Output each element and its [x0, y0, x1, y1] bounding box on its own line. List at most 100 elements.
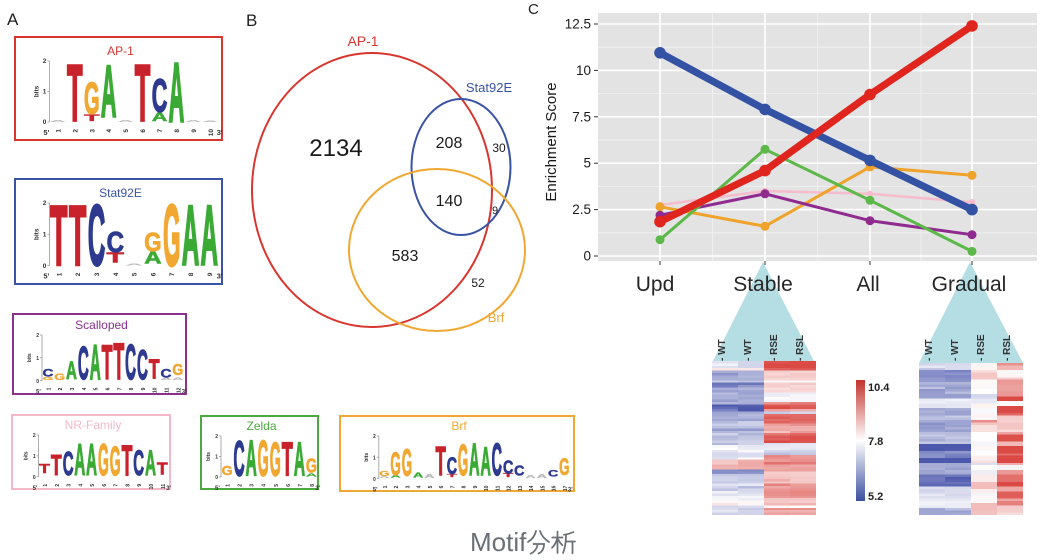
svg-text:4: 4: [417, 485, 423, 488]
svg-text:2: 2: [43, 58, 47, 65]
svg-text:2: 2: [55, 484, 61, 487]
svg-text:G: G: [222, 464, 233, 478]
svg-text:C: C: [152, 70, 168, 121]
svg-text:8: 8: [174, 129, 181, 133]
svg-text:1: 1: [43, 232, 47, 239]
svg-text:4: 4: [106, 129, 113, 133]
svg-text:12: 12: [176, 387, 182, 393]
svg-text:1: 1: [36, 356, 39, 362]
svg-text:3': 3': [315, 486, 320, 492]
svg-text:7: 7: [114, 484, 120, 487]
svg-text:Brf: Brf: [488, 310, 505, 325]
svg-text:3: 3: [89, 129, 96, 133]
svg-text:5': 5': [43, 272, 49, 281]
svg-text:T: T: [447, 473, 458, 478]
svg-text:- RSL: - RSL: [1002, 335, 1013, 361]
svg-text:3': 3': [568, 488, 573, 494]
svg-text:G: G: [390, 447, 400, 482]
svg-text:7: 7: [450, 485, 456, 488]
svg-text:10: 10: [484, 485, 490, 491]
svg-text:7: 7: [157, 129, 164, 133]
svg-text:bits: bits: [24, 451, 30, 460]
svg-text:A: A: [306, 473, 317, 478]
svg-text:T: T: [50, 190, 67, 284]
svg-text:0: 0: [373, 477, 376, 483]
svg-text:10: 10: [576, 63, 591, 78]
svg-text:Brf: Brf: [451, 419, 467, 433]
svg-text:0: 0: [43, 119, 47, 126]
svg-text:6: 6: [140, 129, 147, 133]
svg-text:1: 1: [55, 129, 62, 133]
svg-text:1: 1: [33, 454, 36, 460]
svg-text:2: 2: [33, 433, 36, 439]
svg-text:2.5: 2.5: [572, 202, 591, 217]
svg-text:9: 9: [473, 485, 479, 488]
svg-text:1: 1: [43, 484, 49, 487]
svg-text:1: 1: [46, 387, 52, 390]
svg-text:T: T: [149, 353, 160, 384]
svg-text:T: T: [67, 49, 83, 138]
svg-text:5': 5': [373, 488, 378, 494]
svg-text:- RSL: - RSL: [795, 335, 806, 361]
svg-text:bits: bits: [206, 452, 212, 461]
svg-text:A: A: [413, 472, 423, 479]
svg-text:A: A: [480, 440, 490, 484]
svg-text:- RSE: - RSE: [976, 334, 987, 361]
svg-text:9: 9: [141, 387, 147, 390]
svg-text:3: 3: [67, 484, 73, 487]
svg-text:3': 3': [166, 486, 171, 492]
svg-text:4: 4: [78, 484, 84, 487]
svg-text:9: 9: [492, 205, 498, 217]
svg-text:AP-1: AP-1: [107, 44, 134, 58]
svg-text:A: A: [169, 46, 185, 139]
svg-text:5': 5': [36, 390, 41, 396]
svg-text:1: 1: [226, 484, 232, 487]
svg-text:A: A: [172, 377, 183, 381]
svg-text:5: 5: [90, 484, 96, 487]
svg-text:1: 1: [43, 89, 47, 96]
svg-text:- RSE: - RSE: [769, 334, 780, 361]
svg-text:A: A: [86, 435, 97, 485]
svg-text:8: 8: [188, 272, 195, 276]
svg-text:bits: bits: [33, 85, 40, 97]
svg-text:A: A: [525, 474, 536, 479]
svg-text:C: C: [63, 444, 74, 483]
svg-text:3: 3: [70, 387, 76, 390]
svg-text:2: 2: [75, 272, 82, 276]
svg-text:1: 1: [56, 272, 63, 276]
svg-text:0: 0: [33, 475, 36, 481]
svg-text:Stable: Stable: [733, 273, 793, 296]
svg-text:A: A: [118, 119, 134, 122]
svg-text:8: 8: [126, 484, 132, 487]
svg-text:4: 4: [262, 484, 268, 487]
svg-text:C: C: [107, 226, 124, 259]
svg-text:11: 11: [161, 484, 167, 490]
svg-text:1: 1: [383, 485, 389, 488]
svg-text:C: C: [88, 188, 105, 283]
svg-text:10: 10: [208, 129, 215, 137]
svg-text:G: G: [402, 442, 412, 485]
svg-text:11: 11: [495, 485, 501, 491]
svg-text:T: T: [435, 438, 445, 484]
svg-text:A: A: [161, 377, 172, 381]
svg-text:13: 13: [518, 485, 524, 491]
svg-text:7.5: 7.5: [572, 109, 591, 124]
svg-text:A: A: [201, 190, 218, 284]
svg-text:T: T: [113, 333, 124, 390]
svg-text:Enrichment Score: Enrichment Score: [543, 82, 560, 201]
svg-text:9: 9: [191, 129, 198, 133]
svg-text:5: 5: [583, 156, 591, 171]
svg-text:A: A: [537, 473, 548, 479]
svg-text:4: 4: [82, 387, 88, 390]
svg-text:C: C: [514, 463, 525, 479]
svg-text:G: G: [54, 372, 65, 382]
svg-text:T: T: [122, 437, 133, 484]
svg-text:C: C: [548, 468, 559, 479]
svg-text:G: G: [306, 454, 317, 477]
svg-text:Scalloped: Scalloped: [75, 318, 128, 332]
svg-text:bits: bits: [33, 228, 40, 240]
svg-text:Zelda: Zelda: [246, 419, 276, 433]
svg-text:Stat92E: Stat92E: [466, 80, 513, 95]
svg-text:52: 52: [471, 276, 485, 290]
svg-text:T: T: [157, 458, 168, 478]
